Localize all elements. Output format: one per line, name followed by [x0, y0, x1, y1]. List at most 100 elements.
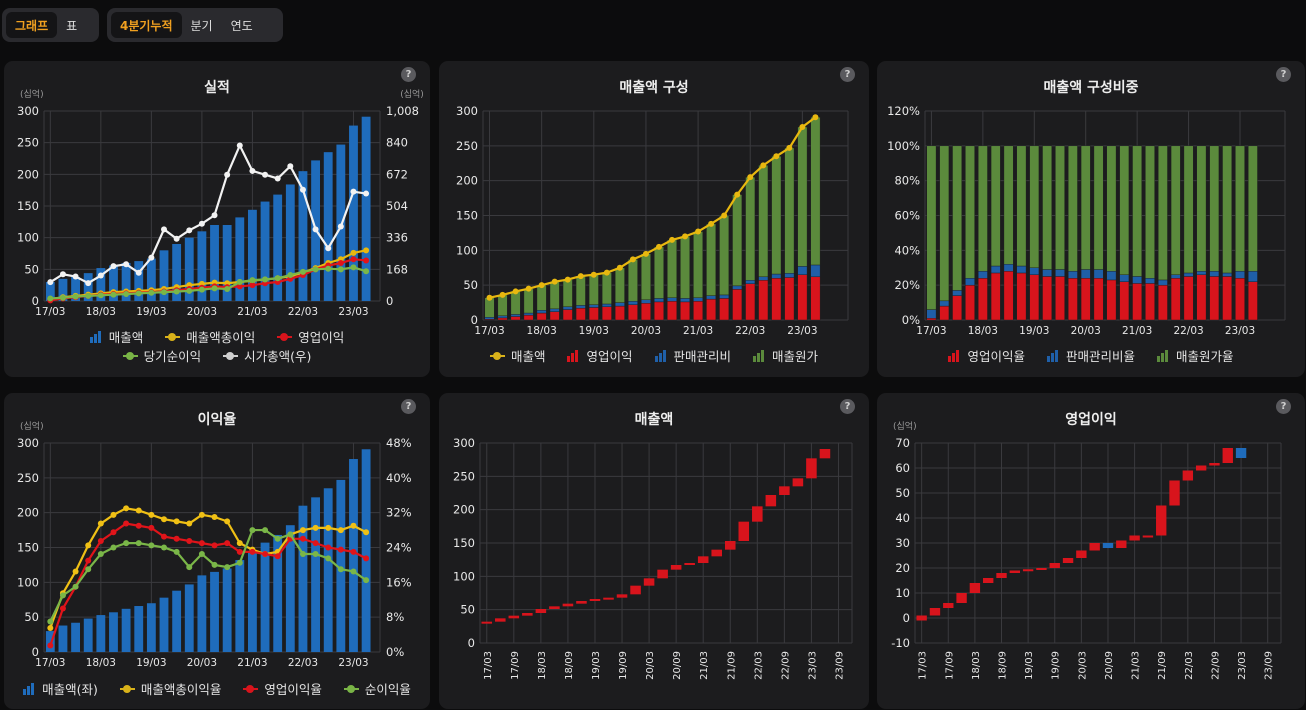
series-point	[198, 286, 205, 293]
x-tick-label: 21/03	[699, 651, 710, 680]
bar	[109, 265, 118, 301]
stacked-bar-segment	[1093, 277, 1104, 321]
series-point	[135, 522, 142, 529]
legend-label: 매출액	[510, 349, 546, 364]
legend-item[interactable]: 판매관리비율	[1046, 346, 1135, 365]
x-tick-label: 21/03	[683, 325, 713, 337]
series-point	[325, 555, 332, 562]
tab-3[interactable]: 연도	[230, 18, 253, 33]
y-tick-label: 10	[895, 586, 910, 600]
chart-margins: 0 50 100 150 200 250 300 0% 8% 16% 24% 32% 40% 48% (십억…	[17, 420, 412, 669]
stacked-bar-segment	[939, 305, 950, 321]
legend-item[interactable]: 순이익율	[343, 679, 411, 698]
bar	[323, 488, 333, 652]
series-point	[97, 272, 104, 279]
stacked-bar-segment	[1106, 271, 1117, 281]
bar-chart-icon	[654, 349, 668, 362]
tab-2[interactable]: 표	[66, 18, 78, 33]
series-point	[161, 226, 167, 233]
stacked-bar-segment	[732, 289, 743, 321]
chart-performance: 0 50 100 150 200 250 300 0 168 336 504 672 840 1,008 (…	[17, 88, 424, 318]
series-point	[708, 220, 715, 227]
legend-item[interactable]: 시가총액(우)	[223, 346, 311, 365]
legend-item[interactable]: 매출원가율	[1157, 346, 1234, 365]
help-icon[interactable]: ?	[401, 399, 416, 414]
legend-item[interactable]: 매출액	[89, 327, 143, 346]
y2-tick-label: 840	[386, 136, 408, 150]
stacked-bar-segment	[549, 281, 560, 310]
help-icon[interactable]: ?	[840, 67, 855, 82]
bar	[323, 152, 333, 301]
panel-title: 영업이익	[1065, 412, 1117, 428]
stacked-bar-segment	[978, 145, 988, 272]
x-tick-label: 22/03	[753, 651, 764, 680]
stacked-bar-segment	[693, 300, 703, 321]
series-point	[249, 548, 256, 555]
tab-1[interactable]: 4분기누적	[111, 12, 182, 38]
stacked-bar-segment	[1235, 277, 1245, 321]
x-tick-label: 22/03	[1173, 325, 1203, 337]
waterfall-bar	[996, 573, 1007, 578]
waterfall-bar	[670, 565, 682, 570]
help-icon[interactable]: ?	[840, 399, 855, 414]
stacked-bar-segment	[497, 317, 508, 321]
series-point	[211, 561, 218, 568]
bar	[83, 618, 93, 652]
bar	[58, 625, 68, 652]
stacked-bar-segment	[706, 295, 717, 300]
x-tick-label: 21/03	[237, 657, 267, 669]
legend-item[interactable]: 매출원가	[753, 346, 818, 365]
legend-item[interactable]: 영업이익율	[948, 346, 1025, 365]
y-tick-label: 250	[17, 136, 39, 150]
stacked-bar-segment	[1042, 269, 1052, 277]
tab-1[interactable]: 그래프	[6, 12, 58, 38]
stacked-bar-segment	[1132, 276, 1142, 284]
stacked-bar-segment	[784, 273, 795, 278]
stacked-bar-segment	[614, 302, 625, 307]
legend-item[interactable]: 영업이익	[567, 346, 633, 365]
legend-item[interactable]: 매출액총이익율	[119, 679, 221, 698]
waterfall-bar	[562, 603, 574, 607]
y-tick-label: 50	[463, 278, 478, 292]
stacked-bar-segment	[1055, 269, 1065, 277]
period-toggle: 4분기누적 분기 연도	[107, 8, 283, 42]
y2-tick-label: 40%	[386, 471, 412, 485]
x-tick-label: 21/09	[1157, 651, 1168, 680]
y2-tick-label: 48%	[386, 436, 412, 450]
tab-2[interactable]: 분기	[190, 18, 213, 33]
stacked-bar-segment	[1145, 277, 1155, 284]
legend-item[interactable]: 영업이익	[277, 327, 344, 346]
bar	[273, 194, 283, 301]
panel-margins: 이익율 ? 0 50 100 150 200 250 300 0% 8% 16% 24% 32% 40%…	[4, 393, 430, 709]
series-point	[148, 524, 155, 531]
waterfall-bar	[1062, 558, 1074, 563]
legend-label: 영업이익율	[264, 682, 322, 697]
legend-item[interactable]: 영업이익율	[243, 679, 322, 698]
help-icon[interactable]: ?	[401, 67, 416, 82]
legend-item[interactable]: 매출액(좌)	[23, 679, 98, 698]
y-tick-label: 50	[24, 610, 39, 624]
help-icon[interactable]: ?	[1276, 67, 1291, 82]
series-point	[760, 162, 767, 169]
series-point	[47, 279, 54, 286]
legend-item[interactable]: 매출액	[489, 346, 546, 365]
series-point	[629, 256, 636, 263]
series-point	[669, 236, 676, 243]
series-point	[110, 544, 117, 551]
stacked-bar-segment	[1106, 279, 1117, 321]
bar	[146, 258, 156, 301]
legend-label: 영업이익	[586, 349, 633, 364]
series-point	[72, 568, 79, 575]
stacked-bar-segment	[926, 309, 937, 319]
legend-item[interactable]: 판매관리비	[654, 346, 731, 365]
legend-label: 판매관리비율	[1065, 349, 1135, 364]
series-point	[211, 514, 218, 521]
series-point	[538, 282, 545, 289]
stacked-bar-segment	[654, 246, 664, 299]
legend-item[interactable]: 당기순이익	[122, 346, 201, 365]
legend-item[interactable]: 매출액총이익	[165, 327, 255, 346]
stacked-bar-segment	[771, 156, 782, 275]
series-point	[350, 256, 357, 263]
stacked-bar-segment	[562, 306, 573, 310]
help-icon[interactable]: ?	[1276, 399, 1291, 414]
